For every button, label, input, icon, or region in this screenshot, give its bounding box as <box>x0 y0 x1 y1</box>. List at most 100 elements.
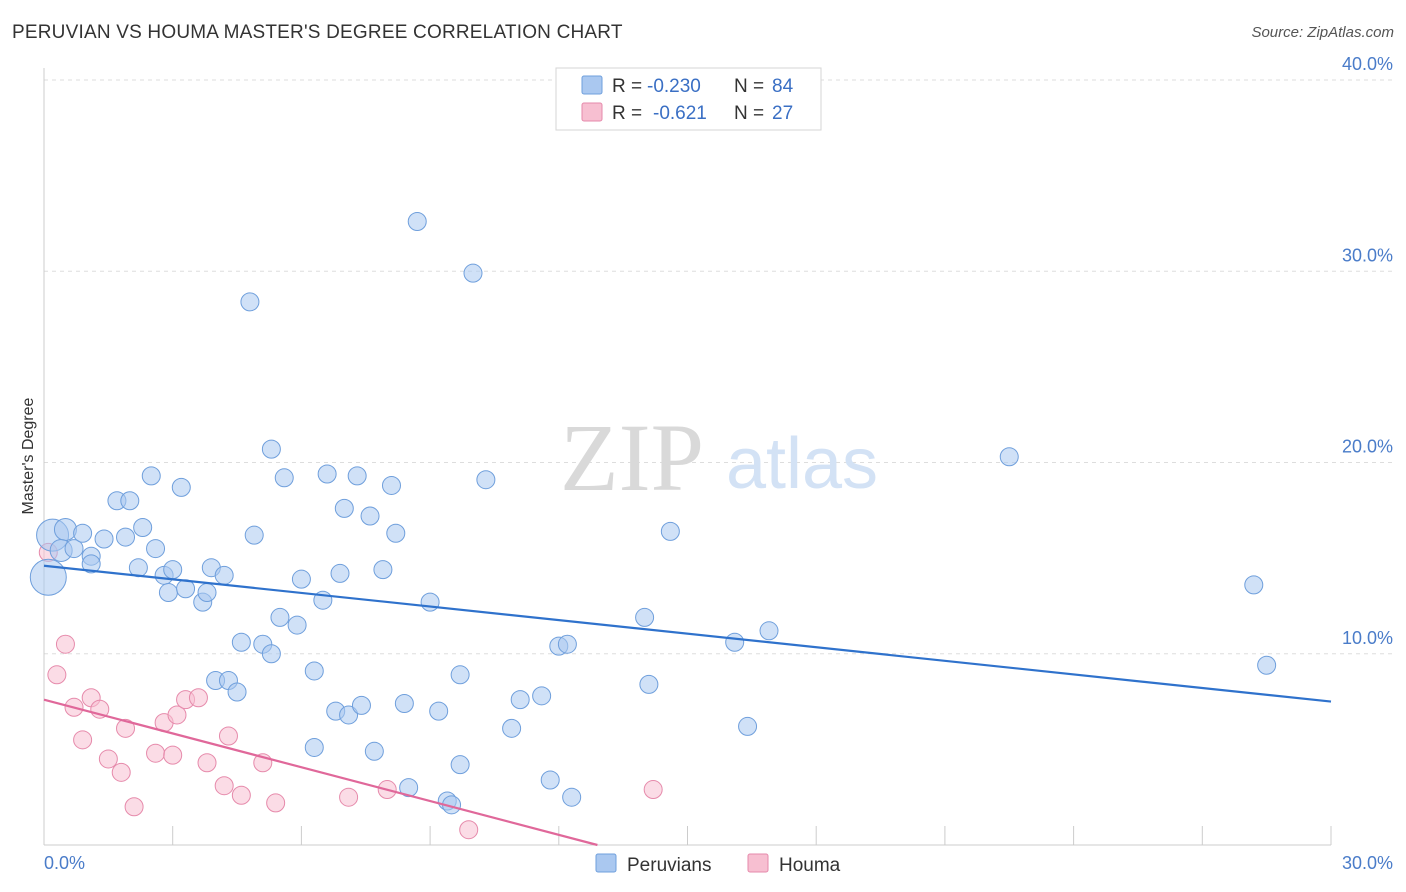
houma-point <box>197 753 217 773</box>
houma-point <box>124 797 144 817</box>
peruvians-point <box>274 468 294 488</box>
watermark-atlas: atlas <box>726 424 878 504</box>
peruvians-point <box>562 787 582 807</box>
houma-point <box>643 780 663 800</box>
peruvians-point <box>29 558 67 596</box>
x-tick-label-max: 30.0% <box>1342 853 1393 873</box>
peruvians-point <box>334 498 354 518</box>
bottom-legend-label-peruvians: Peruvians <box>627 855 712 876</box>
peruvians-point <box>227 682 247 702</box>
peruvians-point <box>244 525 264 545</box>
peruvians-point <box>261 644 281 664</box>
peruvians-point <box>1257 655 1277 675</box>
x-tick-label-min: 0.0% <box>44 853 85 873</box>
peruvians-point <box>999 447 1019 467</box>
houma-point <box>339 787 359 807</box>
peruvians-point <box>639 674 659 694</box>
peruvians-point <box>116 527 136 547</box>
peruvians-point <box>635 607 655 627</box>
peruvians-point <box>163 560 183 580</box>
bottom-legend-swatch-houma <box>747 853 769 873</box>
legend-top: R = -0.230 N = 84 R = -0.621 N = 27 <box>555 67 822 131</box>
watermark: ZIP atlas <box>560 404 878 511</box>
peruvians-point <box>94 529 114 549</box>
peruvians-point <box>759 621 779 641</box>
peruvians-point <box>394 693 414 713</box>
peruvians-point <box>738 716 758 736</box>
y-tick-label: 10.0% <box>1342 628 1393 648</box>
peruvians-point <box>1244 575 1264 595</box>
houma-points <box>38 542 663 840</box>
peruvians-point <box>197 583 217 603</box>
peruvians-point <box>146 539 166 559</box>
houma-point <box>459 820 479 840</box>
legend-swatch-houma <box>581 102 603 122</box>
houma-point <box>98 749 118 769</box>
legend-r-label-houma: R = <box>612 103 642 124</box>
legend-r-label-peruvians: R = <box>612 76 642 97</box>
peruvians-point <box>120 491 140 511</box>
peruvians-point <box>510 690 530 710</box>
peruvians-point <box>339 705 359 725</box>
peruvians-point <box>291 569 311 589</box>
peruvians-point <box>364 741 384 761</box>
houma-point <box>47 665 67 685</box>
houma-point <box>231 785 251 805</box>
legend-n-value-houma: 27 <box>772 103 793 124</box>
peruvians-point <box>450 665 470 685</box>
peruvians-point <box>351 695 371 715</box>
peruvians-point <box>317 464 337 484</box>
legend-swatch-peruvians <box>581 75 603 95</box>
bottom-legend-label-houma: Houma <box>779 855 841 876</box>
peruvians-point <box>231 632 251 652</box>
peruvians-point <box>476 470 496 490</box>
peruvians-point <box>557 634 577 654</box>
peruvians-point <box>330 563 350 583</box>
legend-n-label-peruvians: N = <box>734 76 764 97</box>
peruvians-point <box>171 477 191 497</box>
peruvians-point <box>407 212 427 232</box>
peruvians-point <box>347 466 367 486</box>
houma-point <box>167 705 187 725</box>
peruvians-point <box>381 475 401 495</box>
peruvians-point <box>240 292 260 312</box>
peruvians-point <box>133 518 153 538</box>
peruvians-point <box>270 607 290 627</box>
peruvians-point <box>304 737 324 757</box>
peruvians-trend-line <box>43 564 1332 703</box>
peruvians-point <box>725 632 745 652</box>
chart-title: PERUVIAN VS HOUMA MASTER'S DEGREE CORREL… <box>12 22 623 43</box>
houma-point <box>73 730 93 750</box>
houma-point <box>218 726 238 746</box>
houma-point <box>111 762 131 782</box>
peruvians-point <box>287 615 307 635</box>
peruvians-point <box>304 661 324 681</box>
peruvians-point <box>373 560 393 580</box>
trend-lines <box>43 564 1332 847</box>
peruvians-point <box>53 517 77 541</box>
peruvians-point <box>532 686 552 706</box>
peruvians-point <box>214 565 234 585</box>
y-tick-label: 40.0% <box>1342 54 1393 74</box>
peruvians-point <box>502 718 522 738</box>
houma-trend-line <box>43 698 598 847</box>
houma-point <box>188 688 208 708</box>
grid-lines <box>44 79 1392 655</box>
peruvians-point <box>420 592 440 612</box>
peruvians-point <box>360 506 380 526</box>
legend-r-value-houma: -0.621 <box>653 103 707 124</box>
peruvians-point <box>463 263 483 283</box>
legend-r-value-peruvians: -0.230 <box>647 76 701 97</box>
peruvians-point <box>429 701 449 721</box>
houma-point <box>146 743 166 763</box>
y-tick-labels: 10.0% 20.0% 30.0% 40.0% <box>1342 54 1393 648</box>
watermark-zip: ZIP <box>560 404 704 511</box>
peruvians-point <box>540 770 560 790</box>
peruvians-point <box>141 466 161 486</box>
peruvians-point <box>261 439 281 459</box>
houma-point <box>116 718 136 738</box>
bottom-legend-swatch-peruvians <box>595 853 617 873</box>
peruvians-points <box>29 212 1277 815</box>
y-axis-label: Master's Degree <box>20 397 37 514</box>
